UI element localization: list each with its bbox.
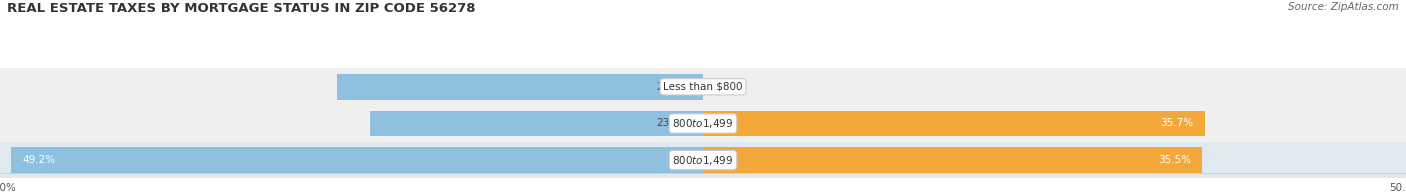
Bar xyxy=(337,74,703,100)
Text: $800 to $1,499: $800 to $1,499 xyxy=(672,117,734,130)
Text: 35.5%: 35.5% xyxy=(1157,155,1191,165)
Text: 0.0%: 0.0% xyxy=(717,82,744,92)
Text: 35.7%: 35.7% xyxy=(1160,118,1194,129)
Bar xyxy=(0,142,1406,179)
Bar xyxy=(703,147,1202,173)
Bar xyxy=(370,111,703,136)
Bar xyxy=(11,147,703,173)
Bar xyxy=(0,105,1406,142)
Text: $800 to $1,499: $800 to $1,499 xyxy=(672,154,734,167)
Text: Source: ZipAtlas.com: Source: ZipAtlas.com xyxy=(1288,2,1399,12)
Bar xyxy=(0,68,1406,105)
Bar xyxy=(703,111,1205,136)
Text: Less than $800: Less than $800 xyxy=(664,82,742,92)
Text: 23.7%: 23.7% xyxy=(655,118,689,129)
Text: 49.2%: 49.2% xyxy=(22,155,56,165)
Text: REAL ESTATE TAXES BY MORTGAGE STATUS IN ZIP CODE 56278: REAL ESTATE TAXES BY MORTGAGE STATUS IN … xyxy=(7,2,475,15)
Text: 26.0%: 26.0% xyxy=(657,82,689,92)
